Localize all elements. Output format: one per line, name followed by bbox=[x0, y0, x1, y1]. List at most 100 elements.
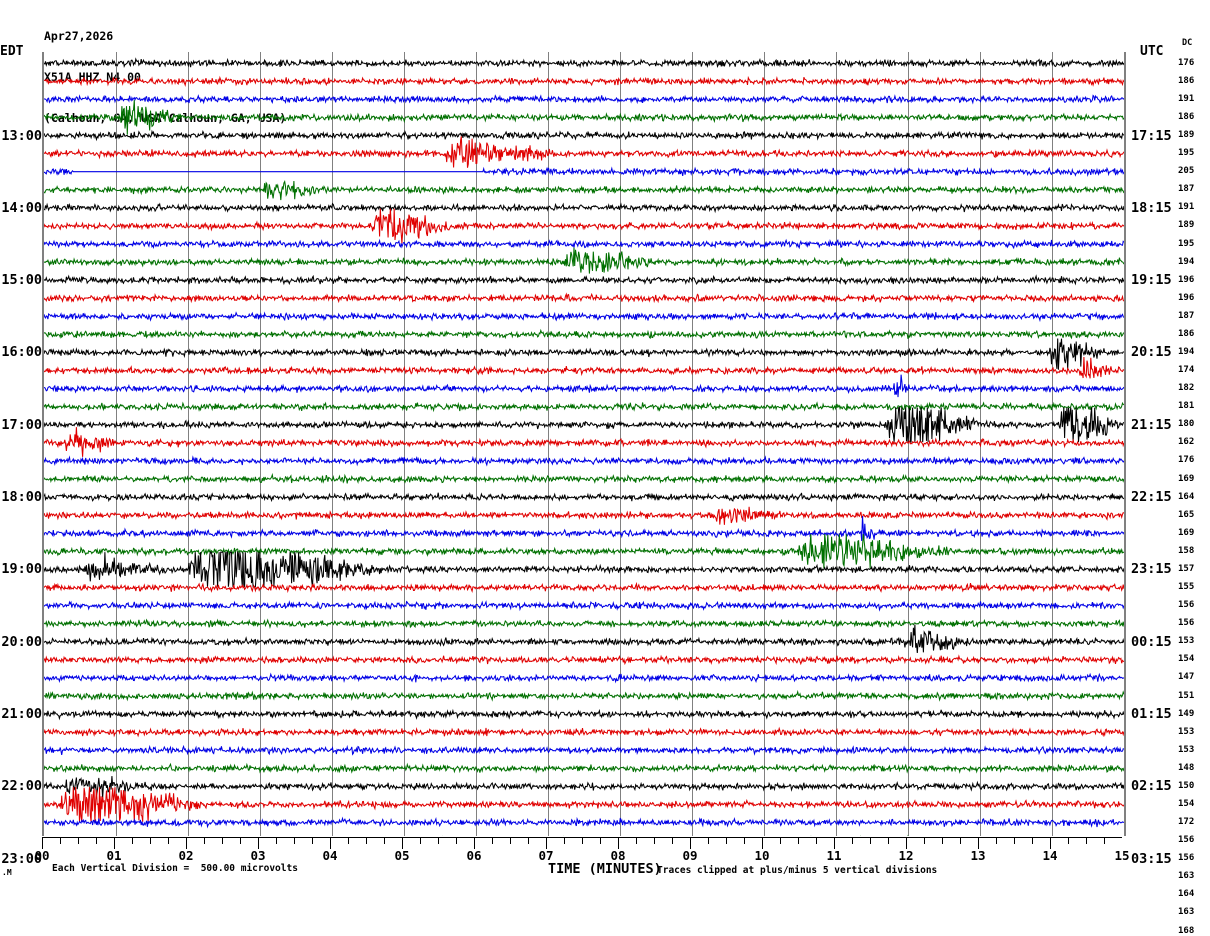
x-tick-label-10: 10 bbox=[754, 848, 770, 863]
seismic-trace-row-4[interactable] bbox=[44, 129, 1124, 142]
seismic-trace-row-37[interactable] bbox=[44, 726, 1124, 738]
x-tick-label-15: 15 bbox=[1114, 848, 1130, 863]
seismic-trace-row-16[interactable] bbox=[44, 338, 1124, 370]
x-axis-ticks bbox=[41, 836, 1124, 849]
seismic-trace-row-39[interactable] bbox=[44, 762, 1124, 774]
seismic-trace-row-7[interactable] bbox=[44, 180, 1124, 201]
dc-value-row-21: 162 bbox=[1178, 437, 1195, 448]
dc-value-row-46: 164 bbox=[1178, 889, 1195, 900]
header-date: Apr27,2026 bbox=[44, 29, 114, 44]
dc-value-row-39: 148 bbox=[1178, 762, 1195, 773]
dc-value-row-8: 191 bbox=[1178, 202, 1195, 213]
left-timezone-label: EDT bbox=[0, 44, 24, 59]
edt-time-label-17-00: 17:00 bbox=[1, 416, 42, 433]
seismic-trace-row-35[interactable] bbox=[44, 689, 1124, 702]
seismic-trace-row-21[interactable] bbox=[44, 427, 1124, 457]
seismic-trace-row-29[interactable] bbox=[44, 581, 1124, 594]
helicorder-plot[interactable] bbox=[42, 52, 1126, 836]
x-tick-label-02: 02 bbox=[178, 848, 194, 863]
edt-time-label-15-00: 15:00 bbox=[1, 272, 42, 289]
dc-value-row-16: 194 bbox=[1178, 346, 1195, 357]
seismic-trace-row-33[interactable] bbox=[44, 654, 1124, 666]
utc-time-label-21-15: 21:15 bbox=[1131, 416, 1172, 433]
seismic-trace-row-31[interactable] bbox=[44, 618, 1124, 629]
seismic-trace-row-42[interactable] bbox=[44, 816, 1124, 829]
seismic-trace-row-6[interactable] bbox=[44, 166, 1124, 177]
seismic-trace-row-38[interactable] bbox=[44, 744, 1124, 756]
scale-note: Each Vertical Division = 500.00 microvol… bbox=[52, 863, 298, 874]
seismic-trace-row-3[interactable] bbox=[44, 100, 1124, 135]
seismic-trace-row-11[interactable] bbox=[44, 247, 1124, 274]
seismic-trace-row-40[interactable] bbox=[44, 776, 1124, 800]
dc-value-row-3: 186 bbox=[1178, 111, 1195, 122]
seismic-trace-row-17[interactable] bbox=[44, 356, 1124, 379]
seismic-trace-row-14[interactable] bbox=[44, 311, 1124, 323]
x-tick-label-01: 01 bbox=[106, 848, 122, 863]
dc-value-row-48: 168 bbox=[1178, 925, 1195, 936]
edt-time-label-23-00: 23:00 bbox=[1, 850, 42, 867]
dc-value-row-45: 163 bbox=[1178, 871, 1195, 882]
utc-time-label-23-15: 23:15 bbox=[1131, 561, 1172, 578]
seismic-trace-row-13[interactable] bbox=[44, 292, 1124, 304]
seismic-trace-row-8[interactable] bbox=[44, 202, 1124, 214]
seismic-trace-row-15[interactable] bbox=[44, 328, 1124, 340]
right-timezone-label: UTC bbox=[1140, 44, 1164, 59]
dc-value-row-24: 164 bbox=[1178, 491, 1195, 502]
x-tick-label-05: 05 bbox=[394, 848, 410, 863]
seismic-trace-row-25[interactable] bbox=[44, 506, 1124, 525]
seismic-trace-row-41[interactable] bbox=[44, 787, 1124, 822]
seismic-trace-row-5[interactable] bbox=[44, 136, 1124, 168]
dc-value-row-30: 156 bbox=[1178, 600, 1195, 611]
utc-time-label-18-15: 18:15 bbox=[1131, 199, 1172, 216]
seismic-trace-row-18[interactable] bbox=[44, 374, 1124, 398]
x-tick-label-14: 14 bbox=[1042, 848, 1058, 863]
dc-value-row-11: 194 bbox=[1178, 256, 1195, 267]
dc-value-row-4: 189 bbox=[1178, 130, 1195, 141]
seismic-trace-row-26[interactable] bbox=[44, 515, 1124, 541]
edt-time-label-18-00: 18:00 bbox=[1, 489, 42, 506]
seismic-trace-row-34[interactable] bbox=[44, 672, 1124, 684]
edt-time-label-16-00: 16:00 bbox=[1, 344, 42, 361]
utc-time-label-19-15: 19:15 bbox=[1131, 272, 1172, 289]
seismic-trace-row-2[interactable] bbox=[44, 94, 1124, 105]
dc-value-row-18: 182 bbox=[1178, 383, 1195, 394]
dc-value-row-33: 154 bbox=[1178, 654, 1195, 665]
dc-value-row-37: 153 bbox=[1178, 726, 1195, 737]
clip-note: Traces clipped at plus/minus 5 vertical … bbox=[657, 865, 938, 876]
seismic-trace-row-24[interactable] bbox=[44, 491, 1124, 503]
seismic-trace-row-0[interactable] bbox=[44, 57, 1124, 69]
utc-time-label-22-15: 22:15 bbox=[1131, 489, 1172, 506]
seismic-trace-row-10[interactable] bbox=[44, 238, 1124, 250]
dc-value-row-1: 186 bbox=[1178, 75, 1195, 86]
dc-value-row-15: 186 bbox=[1178, 328, 1195, 339]
seismic-trace-row-36[interactable] bbox=[44, 708, 1124, 721]
seismic-trace-row-32[interactable] bbox=[44, 624, 1124, 653]
dc-value-row-25: 165 bbox=[1178, 509, 1195, 520]
dc-column-label: DC bbox=[1182, 38, 1193, 48]
seismic-trace-row-27[interactable] bbox=[44, 534, 1124, 569]
utc-time-label-20-15: 20:15 bbox=[1131, 344, 1172, 361]
dc-value-row-47: 163 bbox=[1178, 907, 1195, 918]
edt-time-label-20-00: 20:00 bbox=[1, 633, 42, 650]
seismic-trace-row-28[interactable] bbox=[44, 550, 1124, 588]
utc-time-label-17-15: 17:15 bbox=[1131, 127, 1172, 144]
seismic-trace-row-19[interactable] bbox=[44, 401, 1124, 413]
seismic-trace-row-23[interactable] bbox=[44, 472, 1124, 485]
dc-value-row-32: 153 bbox=[1178, 636, 1195, 647]
seismic-trace-row-22[interactable] bbox=[44, 455, 1124, 467]
seismic-trace-row-20[interactable] bbox=[44, 407, 1124, 443]
seismic-trace-row-12[interactable] bbox=[44, 274, 1124, 286]
dc-value-row-43: 156 bbox=[1178, 835, 1195, 846]
x-tick-label-07: 07 bbox=[538, 848, 554, 863]
dc-value-row-35: 151 bbox=[1178, 690, 1195, 701]
dc-value-row-9: 189 bbox=[1178, 220, 1195, 231]
corner-mark: .M bbox=[2, 868, 12, 877]
dc-value-row-14: 187 bbox=[1178, 310, 1195, 321]
dc-value-row-13: 196 bbox=[1178, 292, 1195, 303]
seismic-trace-row-30[interactable] bbox=[44, 600, 1124, 612]
dc-value-row-19: 181 bbox=[1178, 401, 1195, 412]
utc-time-label-01-15: 01:15 bbox=[1131, 706, 1172, 723]
seismic-trace-row-9[interactable] bbox=[44, 208, 1124, 244]
seismic-trace-row-1[interactable] bbox=[44, 75, 1124, 88]
x-axis-title: TIME (MINUTES) bbox=[548, 861, 662, 877]
